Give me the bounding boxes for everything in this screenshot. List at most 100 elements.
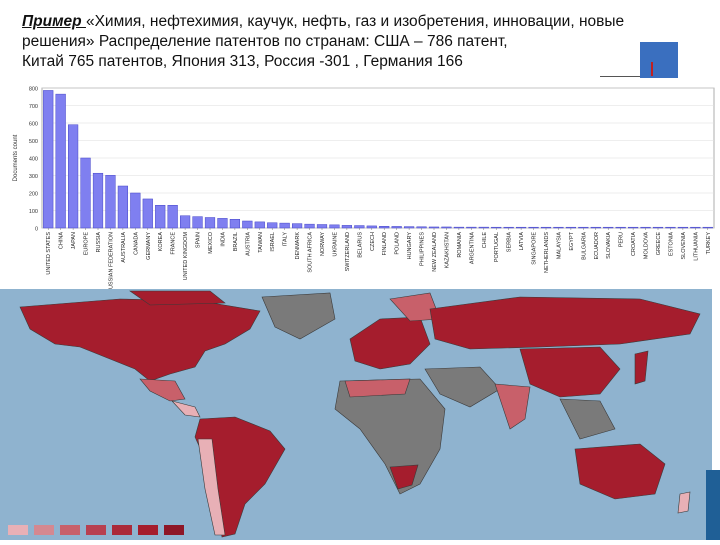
x-tick-label: NEW ZEALAND	[432, 232, 438, 272]
bar	[690, 226, 701, 229]
y-tick-label: 600	[29, 122, 38, 128]
y-tick-label: 0	[35, 227, 38, 233]
x-tick-label: ISRAEL	[270, 232, 276, 252]
x-tick-label: UNITED KINGDOM	[183, 232, 189, 281]
bar	[652, 226, 664, 229]
x-tick-label: MEXICO	[208, 231, 214, 253]
y-axis-label: Documents count	[13, 134, 19, 181]
bar	[553, 226, 564, 229]
world-map-graphic	[8, 290, 701, 538]
map-region-mexico	[139, 378, 186, 402]
bar	[341, 225, 352, 229]
title-lead: Пример	[22, 13, 86, 30]
x-tick-label: MOLDOVA	[644, 232, 650, 259]
x-tick-label: BULGARIA	[581, 232, 587, 260]
bar	[665, 226, 676, 229]
decorative-red-mark	[651, 62, 653, 76]
y-tick-label: 500	[29, 139, 38, 145]
bar	[628, 226, 639, 229]
title-line-2: решения» Распределение патентов по стран…	[22, 33, 508, 50]
x-tick-label: INDIA	[220, 232, 226, 247]
map-region-south-america-west	[197, 438, 226, 536]
x-tick-label: LATVIA	[519, 232, 525, 251]
bar	[590, 226, 601, 229]
bar	[354, 225, 365, 229]
bar	[329, 224, 340, 229]
decorative-blue-corner	[706, 470, 720, 540]
bar	[167, 205, 178, 229]
x-tick-label: DENMARK	[295, 232, 301, 260]
x-tick-label: SLOVAKIA	[606, 232, 612, 259]
title-line-1-text: «Химия, нефтехимия, каучук, нефть, газ и…	[85, 13, 625, 30]
bar	[292, 223, 303, 229]
x-tick-label: GERMANY	[146, 232, 152, 260]
x-tick-label: BRAZIL	[233, 232, 239, 251]
x-tick-label: UNITED STATES	[46, 232, 52, 275]
map-region-china	[519, 346, 621, 398]
x-tick-label: PERU	[619, 232, 625, 247]
map-legend-swatch-4	[86, 525, 106, 535]
x-tick-label: SERBIA	[507, 232, 513, 253]
y-tick-label: 400	[29, 157, 38, 163]
y-tick-label: 800	[29, 87, 38, 93]
x-tick-label: SWITZERLAND	[345, 232, 351, 271]
x-tick-label: CANADA	[133, 232, 139, 255]
x-tick-label: CROATIA	[631, 232, 637, 256]
bar	[80, 157, 91, 229]
x-tick-label: KOREA	[158, 232, 164, 252]
bar	[192, 216, 203, 229]
y-tick-label: 200	[29, 192, 38, 198]
y-tick-label: 700	[29, 104, 38, 110]
x-tick-label: SLOVENIA	[681, 232, 687, 260]
bar	[578, 226, 589, 229]
x-tick-label: PHILIPPINES	[420, 232, 426, 266]
bar	[242, 220, 253, 229]
map-region-australia	[574, 443, 666, 500]
bar	[117, 185, 128, 229]
bar	[204, 217, 216, 229]
map-region-canada-islands	[129, 290, 226, 306]
x-tick-label: ARGENTINA	[469, 232, 475, 264]
x-tick-label: NETHERLANDS	[544, 232, 550, 273]
bar	[92, 172, 104, 229]
x-tick-label: CHILE	[482, 232, 488, 249]
x-tick-label: CZECH	[370, 232, 376, 251]
bar	[603, 226, 614, 229]
x-tick-label: POLAND	[395, 232, 401, 255]
map-region-southeast-asia	[559, 398, 616, 440]
map-region-middle-east	[424, 366, 501, 408]
bar	[379, 226, 390, 229]
x-tick-label: CHINA	[59, 232, 65, 249]
bar	[404, 226, 415, 229]
bar	[55, 93, 66, 229]
bar	[304, 223, 315, 229]
x-tick-label: KAZAKHSTAN	[444, 232, 450, 268]
bar	[316, 224, 328, 229]
bar	[491, 226, 502, 229]
map-legend-swatch-3	[60, 525, 80, 535]
title-line-1: Пример «Химия, нефтехимия, каучук, нефть…	[22, 12, 662, 32]
bar	[229, 219, 240, 229]
map-region-north-africa	[344, 378, 411, 398]
map-region-india	[494, 383, 531, 430]
bar	[105, 175, 116, 229]
bar	[702, 226, 713, 229]
x-tick-label: TURKEY	[706, 232, 712, 255]
x-tick-label: EGYPT	[569, 231, 575, 250]
map-region-new-zealand	[677, 491, 691, 514]
x-tick-label: SINGAPORE	[532, 232, 538, 265]
x-tick-label: NORWAY	[320, 232, 326, 256]
bar	[528, 226, 539, 229]
x-tick-label: RUSSIA	[96, 232, 102, 253]
map-region-russia	[429, 296, 701, 350]
bar	[130, 192, 141, 229]
map-legend-swatch-6	[138, 525, 158, 535]
x-tick-label: ESTONIA	[668, 232, 674, 256]
x-tick-label: ECUADOR	[594, 232, 600, 260]
bar	[254, 221, 265, 229]
x-tick-label: TAIWAN	[258, 232, 264, 253]
bar	[279, 222, 290, 229]
x-tick-label: FINLAND	[382, 232, 388, 256]
y-tick-label: 300	[29, 174, 38, 180]
bar	[428, 226, 440, 229]
